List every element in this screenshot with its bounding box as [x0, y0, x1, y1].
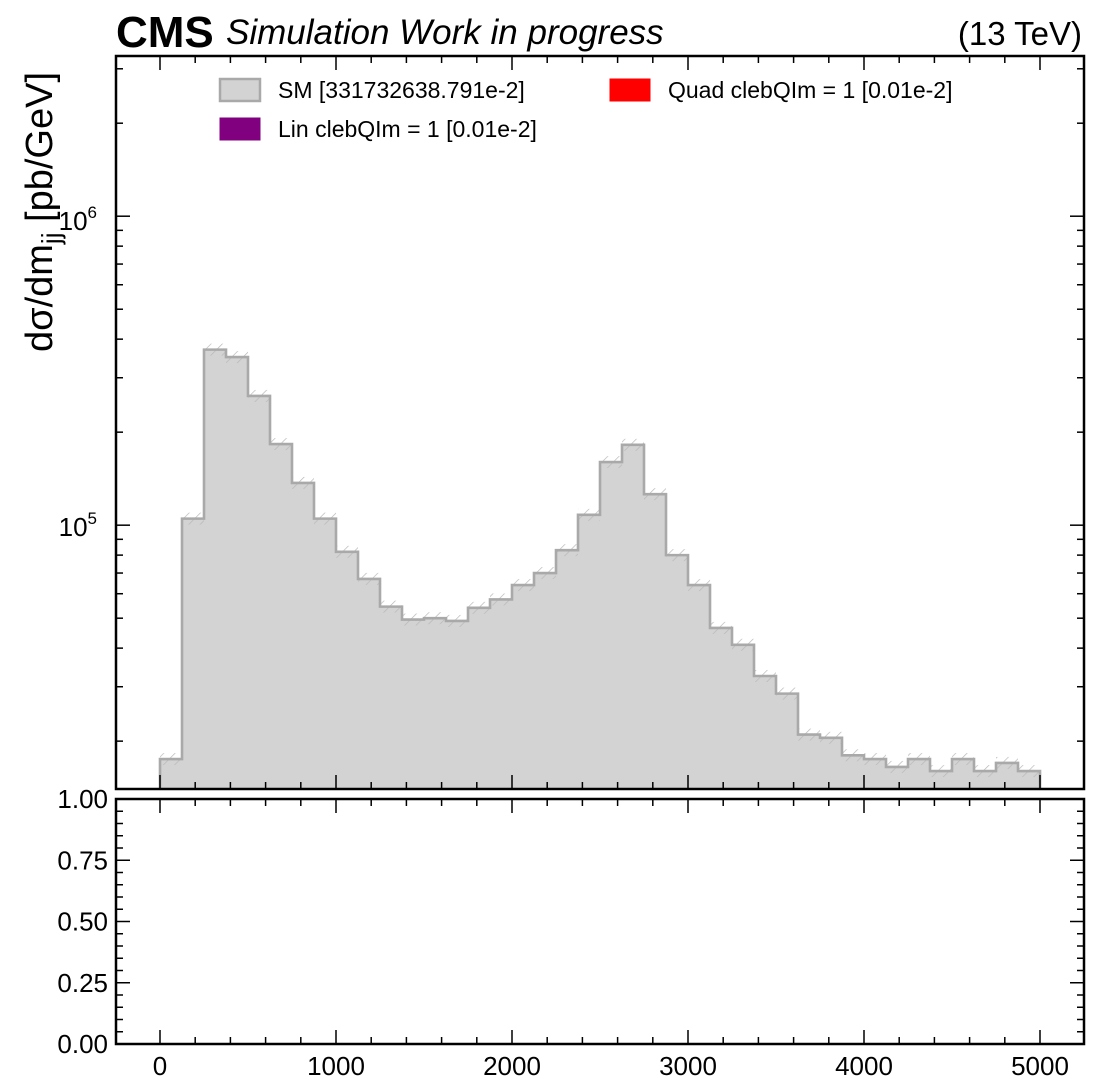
ratio-plot: 0 1000 2000 3000 4000 5000 0.00 0.25 0.50 0.75 1.0… — [57, 784, 1086, 1081]
histogram-bar — [424, 618, 446, 789]
energy-label: (13 TeV) — [958, 15, 1082, 52]
histogram-bar — [446, 620, 468, 789]
histogram-bar — [182, 518, 204, 789]
histogram-bar — [490, 599, 512, 789]
histogram-bar — [688, 585, 710, 789]
main-plot: dσ/dmjj [pb/GeV] 105 106 SM [331732638.7… — [19, 54, 1086, 791]
ratio-axes-frame — [114, 797, 1086, 1046]
ratio-ticks: 0 1000 2000 3000 4000 5000 0.00 0.25 0.50 0.75 1.0… — [57, 784, 1084, 1081]
histogram-bar — [732, 644, 754, 789]
histogram-bar — [666, 555, 688, 789]
status-label: Simulation Work in progress — [226, 13, 664, 52]
histogram-bar — [402, 619, 424, 789]
histogram-bar — [644, 494, 666, 789]
histogram-bar — [776, 693, 798, 789]
histogram-bar — [952, 759, 974, 789]
histogram-bar — [160, 759, 182, 789]
cms-label: CMS — [116, 8, 214, 57]
y-tick-label: 106 — [59, 203, 97, 236]
histogram-bar — [864, 759, 886, 789]
histogram-bar — [292, 482, 314, 789]
histogram-bar — [314, 518, 336, 789]
histogram-bar — [204, 349, 226, 789]
histogram-bar — [556, 550, 578, 789]
main-y-axis-label: dσ/dmjj [pb/GeV] — [19, 72, 66, 352]
x-tick-label: 2000 — [483, 1051, 541, 1081]
histogram-bar — [226, 357, 248, 789]
histogram-bar — [358, 578, 380, 789]
histogram-bar — [710, 627, 732, 789]
histogram-bar — [600, 462, 622, 789]
histogram-bar — [622, 444, 644, 789]
y-tick-label: 105 — [59, 509, 97, 542]
x-tick-label: 3000 — [659, 1051, 717, 1081]
histogram-bar — [512, 585, 534, 789]
histogram-bar — [534, 573, 556, 789]
x-tick-label: 4000 — [835, 1051, 893, 1081]
ratio-y-tick-label: 0.50 — [57, 907, 108, 937]
sm-histogram-outline — [158, 348, 1042, 789]
histogram-bar — [908, 759, 930, 789]
histogram-bar — [798, 734, 820, 789]
legend: SM [331732638.791e-2] Lin clebQIm = 1 [0… — [218, 77, 952, 142]
histogram-bar — [336, 551, 358, 789]
histogram-bar — [578, 514, 600, 789]
main-axes-frame — [114, 54, 1086, 791]
legend-label-quad: Quad clebQIm = 1 [0.01e-2] — [668, 77, 952, 103]
histogram-bar — [468, 607, 490, 789]
ratio-y-tick-label: 1.00 — [57, 784, 108, 814]
x-tick-label: 0 — [153, 1051, 167, 1081]
x-tick-label: 5000 — [1011, 1051, 1069, 1081]
histogram-bar — [842, 755, 864, 789]
histogram-bar — [996, 762, 1018, 789]
legend-label-sm: SM [331732638.791e-2] — [278, 77, 525, 103]
histogram-bar — [270, 444, 292, 789]
legend-swatch-lin — [219, 117, 261, 141]
histogram-bars — [160, 343, 1040, 789]
histogram-bar — [248, 395, 270, 789]
legend-swatch-sm — [218, 77, 262, 103]
ratio-y-tick-label: 0.00 — [57, 1029, 108, 1059]
legend-swatch-quad — [609, 78, 651, 102]
histogram-bar — [754, 675, 776, 789]
ratio-y-tick-label: 0.25 — [57, 968, 108, 998]
histogram-bar — [820, 737, 842, 789]
legend-label-lin: Lin clebQIm = 1 [0.01e-2] — [278, 116, 537, 142]
ratio-y-tick-label: 0.75 — [57, 845, 108, 875]
x-tick-label: 1000 — [307, 1051, 365, 1081]
histogram-bar — [380, 606, 402, 789]
